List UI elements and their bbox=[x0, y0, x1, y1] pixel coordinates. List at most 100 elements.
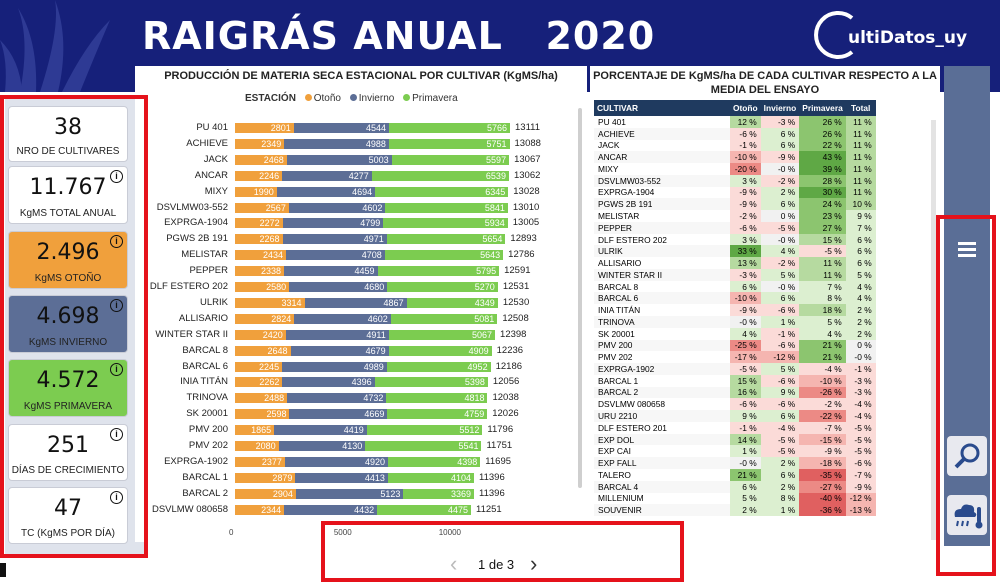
table-row[interactable]: DSVLMW 080658 -6 % -6 % -2 % -4 % bbox=[594, 398, 876, 411]
kpi-card[interactable]: 11.767 KgMS TOTAL ANUAL i bbox=[8, 166, 128, 224]
kpi-card[interactable]: 4.698 KgMS INVIERNO i bbox=[8, 295, 128, 353]
search-button[interactable] bbox=[947, 436, 987, 476]
bar-segment-otoño[interactable]: 2434 bbox=[235, 250, 287, 261]
bar-segment-invierno[interactable]: 4419 bbox=[274, 425, 367, 436]
bar-segment-primavera[interactable]: 4909 bbox=[388, 345, 492, 356]
bar-segment-invierno[interactable]: 4911 bbox=[285, 329, 389, 340]
bar-segment-primavera[interactable]: 5597 bbox=[391, 154, 510, 165]
table-header-cell[interactable]: Primavera bbox=[799, 100, 846, 116]
bar-segment-invierno[interactable]: 4432 bbox=[284, 504, 378, 515]
bar-segment-primavera[interactable]: 4818 bbox=[386, 393, 488, 404]
bar-segment-otoño[interactable]: 2879 bbox=[235, 472, 296, 483]
bar-segment-primavera[interactable]: 5654 bbox=[386, 234, 506, 245]
table-row[interactable]: PMV 202 -17 % -12 % 21 % -0 % bbox=[594, 351, 876, 364]
bar-segment-otoño[interactable]: 2598 bbox=[235, 409, 290, 420]
bar-segment-otoño[interactable]: 2468 bbox=[235, 154, 287, 165]
bar-segment-otoño[interactable]: 2567 bbox=[235, 202, 289, 213]
bar-segment-otoño[interactable]: 2420 bbox=[235, 329, 286, 340]
bar-segment-otoño[interactable]: 2338 bbox=[235, 266, 285, 277]
bar-segment-primavera[interactable]: 4104 bbox=[387, 472, 475, 483]
bar-segment-invierno[interactable]: 4799 bbox=[282, 218, 384, 229]
info-icon[interactable]: i bbox=[110, 491, 123, 504]
bar-segment-invierno[interactable]: 4602 bbox=[288, 202, 386, 213]
table-row[interactable]: TALERO 21 % 6 % -35 % -7 % bbox=[594, 468, 876, 481]
info-icon[interactable]: i bbox=[110, 299, 123, 312]
bar-segment-invierno[interactable]: 4544 bbox=[293, 123, 390, 133]
bar-segment-otoño[interactable]: 2246 bbox=[235, 170, 283, 181]
table-row[interactable]: SOUVENIR 2 % 1 % -36 % -13 % bbox=[594, 504, 876, 517]
bar-segment-otoño[interactable]: 2580 bbox=[235, 282, 290, 292]
table-row[interactable]: EXPRGA-1904 -9 % 2 % 30 % 11 % bbox=[594, 186, 876, 199]
bar-segment-invierno[interactable]: 4396 bbox=[282, 377, 375, 388]
table-row[interactable]: PU 401 12 % -3 % 26 % 11 % bbox=[594, 116, 876, 128]
bar-segment-primavera[interactable]: 4475 bbox=[377, 504, 471, 515]
table-header-cell[interactable]: Total bbox=[845, 100, 876, 116]
prev-page-button[interactable]: ‹ bbox=[450, 551, 458, 576]
bar-segment-invierno[interactable]: 4602 bbox=[294, 313, 391, 324]
bar-segment-primavera[interactable]: 5512 bbox=[366, 425, 483, 436]
table-row[interactable]: EXP DOL 14 % -5 % -15 % -5 % bbox=[594, 433, 876, 446]
bar-segment-otoño[interactable]: 2377 bbox=[235, 456, 285, 467]
bar-segment-primavera[interactable]: 3369 bbox=[403, 488, 475, 499]
bar-segment-primavera[interactable]: 5751 bbox=[388, 138, 510, 149]
bar-segment-invierno[interactable]: 4920 bbox=[284, 456, 389, 467]
bar-segment-invierno[interactable]: 4989 bbox=[282, 361, 387, 372]
bar-segment-otoño[interactable]: 2801 bbox=[235, 123, 294, 133]
table-row[interactable]: EXP FALL -0 % 2 % -18 % -6 % bbox=[594, 457, 876, 469]
table-row[interactable]: ULRIK 33 % 4 % -5 % 6 % bbox=[594, 245, 876, 258]
bar-segment-primavera[interactable]: 5934 bbox=[383, 218, 508, 229]
bar-segment-primavera[interactable]: 4759 bbox=[387, 409, 488, 420]
table-row[interactable]: DLF ESTERO 202 3 % -0 % 15 % 6 % bbox=[594, 233, 876, 246]
info-icon[interactable]: i bbox=[110, 235, 123, 248]
table-row[interactable]: SK 20001 4 % -1 % 4 % 2 % bbox=[594, 327, 876, 340]
bar-segment-invierno[interactable]: 4867 bbox=[304, 297, 407, 308]
bar-segment-otoño[interactable]: 2824 bbox=[235, 313, 295, 324]
bar-segment-primavera[interactable]: 5766 bbox=[389, 123, 510, 133]
bar-segment-primavera[interactable]: 4349 bbox=[406, 297, 498, 308]
bar-segment-invierno[interactable]: 4732 bbox=[287, 393, 387, 404]
bar-segment-invierno[interactable]: 5003 bbox=[286, 154, 392, 165]
bar-segment-invierno[interactable]: 4971 bbox=[282, 234, 387, 245]
bar-segment-primavera[interactable]: 6345 bbox=[375, 186, 509, 197]
table-row[interactable]: MILLENIUM 5 % 8 % -40 % -12 % bbox=[594, 492, 876, 505]
table-row[interactable]: DLF ESTERO 201 -1 % -4 % -7 % -5 % bbox=[594, 421, 876, 434]
bar-segment-primavera[interactable]: 5081 bbox=[390, 313, 498, 324]
table-row[interactable]: DSVLMW03-552 3 % -2 % 28 % 11 % bbox=[594, 174, 876, 187]
seasonal-production-chart[interactable]: PRODUCCIÓN DE MATERIA SECA ESTACIONAL PO… bbox=[135, 66, 587, 542]
table-row[interactable]: ALLISARIO 13 % -2 % 11 % 6 % bbox=[594, 257, 876, 269]
bar-segment-otoño[interactable]: 1865 bbox=[235, 425, 275, 436]
bar-segment-primavera[interactable]: 5270 bbox=[387, 282, 498, 292]
table-row[interactable]: EXP CAI 1 % -5 % -9 % -5 % bbox=[594, 445, 876, 458]
info-icon[interactable]: i bbox=[110, 170, 123, 183]
bar-segment-otoño[interactable]: 2080 bbox=[235, 441, 279, 451]
bar-segment-invierno[interactable]: 4680 bbox=[289, 282, 388, 292]
bar-segment-otoño[interactable]: 2272 bbox=[235, 218, 283, 229]
menu-button[interactable] bbox=[947, 230, 987, 270]
table-row[interactable]: JACK -1 % 6 % 22 % 11 % bbox=[594, 139, 876, 152]
table-row[interactable]: PGWS 2B 191 -9 % 6 % 24 % 10 % bbox=[594, 198, 876, 211]
table-row[interactable]: ACHIEVE -6 % 6 % 26 % 11 % bbox=[594, 127, 876, 140]
bar-segment-primavera[interactable]: 5541 bbox=[365, 441, 482, 451]
table-header-cell[interactable]: Invierno bbox=[760, 100, 800, 116]
bar-segment-primavera[interactable]: 6539 bbox=[371, 170, 509, 181]
table-header-cell[interactable]: Otoño bbox=[730, 100, 761, 116]
bar-segment-invierno[interactable]: 4130 bbox=[278, 441, 366, 451]
table-row[interactable]: MIXY -20 % -0 % 39 % 11 % bbox=[594, 163, 876, 175]
bar-segment-primavera[interactable]: 4952 bbox=[386, 361, 491, 372]
bar-segment-primavera[interactable]: 5398 bbox=[374, 377, 488, 388]
info-icon[interactable]: i bbox=[110, 428, 123, 441]
kpi-card[interactable]: 251 DÍAS DE CRECIMIENTO i bbox=[8, 424, 128, 481]
kpi-card[interactable]: 38 NRO DE CULTIVARES bbox=[8, 106, 128, 162]
bar-segment-invierno[interactable]: 4988 bbox=[284, 138, 389, 149]
table-header-cell[interactable]: CULTIVAR bbox=[594, 100, 730, 116]
kpi-card[interactable]: 47 TC (KgMS POR DÍA) i bbox=[8, 487, 128, 544]
chart-scrollbar[interactable] bbox=[578, 108, 582, 488]
bar-segment-otoño[interactable]: 2268 bbox=[235, 234, 283, 245]
bar-segment-otoño[interactable]: 2262 bbox=[235, 377, 283, 388]
bar-segment-invierno[interactable]: 4694 bbox=[276, 186, 376, 197]
table-row[interactable]: INIA TITÁN -9 % -6 % 18 % 2 % bbox=[594, 304, 876, 317]
table-row[interactable]: BARCAL 2 16 % 9 % -26 % -3 % bbox=[594, 386, 876, 399]
bar-segment-primavera[interactable]: 5795 bbox=[377, 266, 500, 277]
